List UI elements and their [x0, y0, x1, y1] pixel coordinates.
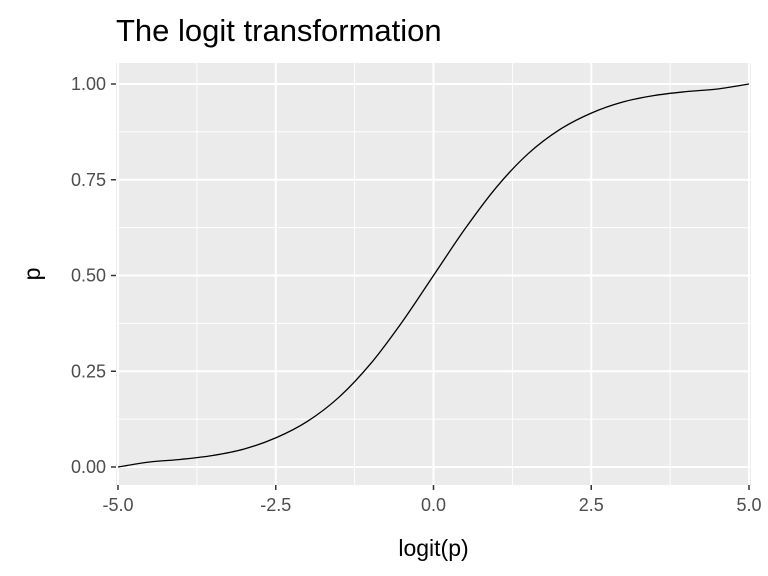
x-tick-label: 5.0: [736, 495, 761, 515]
major-gridlines: [116, 63, 751, 485]
y-axis: 0.00 0.25 0.50 0.75 1.00: [71, 74, 116, 477]
series-layer: [117, 83, 750, 468]
logit-curve: [117, 83, 750, 468]
x-axis: -5.0 -2.5 0.0 2.5 5.0: [102, 485, 762, 515]
y-tick-label: 0.75: [71, 170, 106, 190]
y-tick-label: 0.25: [71, 361, 106, 381]
y-tick-label: 0.00: [71, 457, 106, 477]
y-tick-label: 0.50: [71, 266, 106, 286]
x-tick-label: -5.0: [102, 495, 133, 515]
x-axis-title: logit(p): [398, 535, 468, 561]
x-tick-label: 2.5: [579, 495, 604, 515]
chart-title: The logit transformation: [116, 13, 442, 48]
y-tick-label: 1.00: [71, 74, 106, 94]
x-tick-label: 0.0: [421, 495, 446, 515]
y-axis-title: p: [19, 268, 45, 281]
x-tick-label: -2.5: [260, 495, 291, 515]
